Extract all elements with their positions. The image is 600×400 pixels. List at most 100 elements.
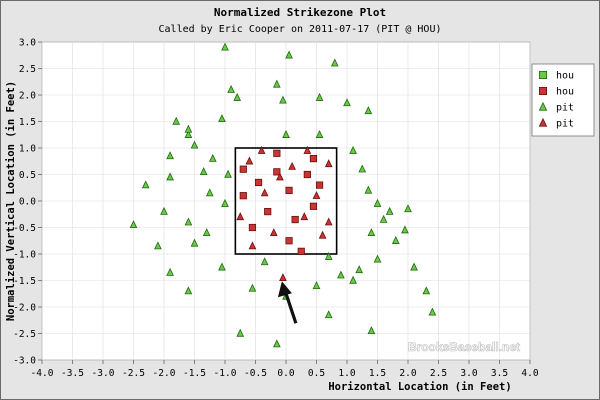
hou-red-square-point bbox=[315, 181, 324, 189]
watermark: BrooksBaseball.net bbox=[408, 340, 520, 354]
y-axis-title: Normalized Vertical Location (in Feet) bbox=[5, 81, 17, 321]
hou-red-square-point bbox=[285, 237, 293, 245]
x-tick-label: 0.5 bbox=[308, 368, 325, 379]
pit-green-triangle-point bbox=[410, 262, 418, 271]
x-axis-title: Horizontal Location (in Feet) bbox=[328, 381, 511, 393]
pit-green-triangle-point bbox=[337, 270, 345, 279]
y-tick-label: 0.5 bbox=[19, 170, 36, 181]
legend: hou hou pit pit bbox=[531, 63, 595, 137]
y-tick-label: -2.5 bbox=[13, 329, 36, 340]
pit-red-triangle-point bbox=[312, 190, 321, 199]
pit-red-triangle-point bbox=[276, 172, 284, 181]
legend-marker-red-triangle bbox=[538, 117, 548, 127]
pit-green-triangle-point bbox=[343, 98, 351, 107]
pit-green-triangle-point bbox=[184, 286, 193, 295]
pit-green-triangle-point bbox=[273, 339, 281, 348]
pit-green-triangle-point bbox=[358, 164, 367, 173]
pit-green-triangle-point bbox=[199, 167, 208, 176]
y-tick-label: -3.0 bbox=[13, 356, 36, 367]
x-tick-label: 2.0 bbox=[399, 368, 416, 379]
pit-green-triangle-point bbox=[355, 265, 364, 274]
annotation-arrow bbox=[277, 281, 298, 324]
pit-green-triangle-point bbox=[285, 50, 293, 59]
pit-green-triangle-point bbox=[364, 185, 373, 194]
legend-item: pit bbox=[538, 101, 574, 114]
pit-green-triangle-point bbox=[190, 140, 199, 149]
pit-red-triangle-point bbox=[248, 241, 257, 250]
pit-red-triangle-point bbox=[245, 156, 254, 165]
legend-item: pit bbox=[538, 117, 574, 130]
x-tick-label: 1.0 bbox=[338, 368, 355, 379]
pit-green-triangle-point bbox=[218, 262, 226, 271]
pit-green-triangle-point bbox=[373, 254, 382, 263]
legend-item: hou bbox=[539, 87, 574, 98]
hou-red-square-point bbox=[309, 154, 318, 163]
y-tick-label: 0.0 bbox=[19, 197, 36, 208]
pit-green-triangle-point bbox=[312, 281, 321, 290]
legend-label: pit bbox=[556, 103, 574, 114]
pit-green-triangle-point bbox=[367, 326, 376, 335]
pit-green-triangle-point bbox=[315, 92, 324, 101]
hou-red-square-point bbox=[254, 178, 263, 187]
pit-green-triangle-point bbox=[379, 214, 388, 223]
legend-label: hou bbox=[556, 71, 574, 82]
pit-green-triangle-point bbox=[324, 310, 333, 319]
x-tick-label: -2.5 bbox=[122, 368, 145, 379]
pit-green-triangle-point bbox=[172, 116, 181, 125]
hou-red-square-point bbox=[291, 215, 299, 224]
arrow-shaft bbox=[284, 292, 298, 324]
pit-red-triangle-point bbox=[236, 212, 245, 221]
x-tick-label: -3.5 bbox=[61, 368, 84, 379]
legend-item: hou bbox=[539, 71, 574, 82]
hou-red-square-point bbox=[297, 247, 305, 255]
hou-red-square-point bbox=[273, 168, 281, 176]
chart-subtitle: Called by Eric Cooper on 2011-07-17 (PIT… bbox=[159, 24, 442, 35]
pit-green-triangle-point bbox=[373, 198, 382, 207]
pit-green-triangle-point bbox=[218, 114, 226, 123]
x-tick-label: -2.0 bbox=[153, 368, 176, 379]
pit-red-triangle-point bbox=[303, 145, 312, 154]
hou-red-square-point bbox=[303, 170, 311, 179]
pit-green-triangle-point bbox=[184, 124, 193, 133]
y-tick-label: 3.0 bbox=[19, 38, 36, 49]
y-tick-label: 2.0 bbox=[19, 91, 36, 102]
hou-red-square-point bbox=[285, 186, 293, 194]
x-tick-label: 0.0 bbox=[277, 368, 294, 379]
x-tick-label: 1.5 bbox=[369, 368, 386, 379]
pit-green-triangle-point bbox=[401, 225, 409, 234]
pit-green-triangle-point bbox=[129, 220, 138, 229]
y-tick-label: -1.5 bbox=[13, 276, 36, 287]
y-tick-label: 2.5 bbox=[19, 64, 36, 75]
hou-red-square-point bbox=[264, 207, 272, 216]
pit-green-triangle-point bbox=[279, 95, 287, 104]
pit-green-triangle-point bbox=[166, 267, 174, 276]
chart-title: Normalized Strikezone Plot bbox=[214, 6, 386, 19]
y-tick-label: 1.5 bbox=[19, 117, 36, 128]
pit-green-triangle-point bbox=[166, 151, 174, 160]
x-tick-label: -0.5 bbox=[244, 368, 267, 379]
pit-green-triangle-point bbox=[428, 307, 437, 316]
pit-red-triangle-point bbox=[300, 212, 309, 221]
pit-green-triangle-point bbox=[205, 188, 214, 197]
pit-red-triangle-point bbox=[257, 145, 266, 154]
x-tick-label: 3.5 bbox=[491, 368, 508, 379]
pit-green-triangle-point bbox=[330, 58, 339, 67]
y-tick-label: -2.0 bbox=[13, 303, 36, 314]
x-tick-label: -1.5 bbox=[183, 368, 206, 379]
pit-red-triangle-point bbox=[288, 161, 296, 170]
arrow-head bbox=[277, 281, 292, 298]
strike-zone-box bbox=[234, 147, 338, 255]
x-tick-label: -1.0 bbox=[214, 368, 237, 379]
pit-green-triangle-point bbox=[236, 328, 245, 337]
pit-green-triangle-point bbox=[184, 217, 193, 226]
pit-green-triangle-point bbox=[349, 275, 357, 284]
pit-green-triangle-point bbox=[391, 236, 400, 244]
pit-green-triangle-point bbox=[190, 238, 199, 247]
pit-green-triangle-point bbox=[273, 79, 281, 88]
legend-marker-red-square bbox=[539, 87, 548, 96]
pit-green-triangle-point bbox=[422, 286, 431, 295]
pit-green-triangle-point bbox=[208, 153, 217, 162]
x-tick-label: -3.0 bbox=[92, 368, 115, 379]
pit-green-triangle-point bbox=[224, 169, 232, 178]
